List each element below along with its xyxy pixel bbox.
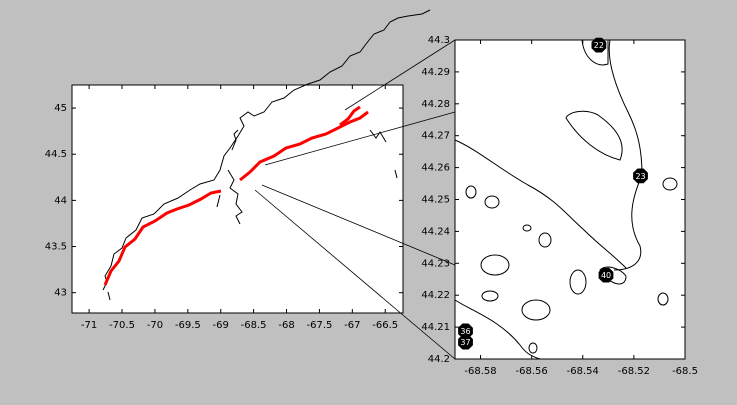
x-tick-label: -70.5 — [109, 320, 135, 331]
contour — [454, 139, 627, 269]
x-tick-label: -67 — [344, 320, 360, 331]
y-tick-label: 44.23 — [421, 258, 450, 269]
y-tick-label: 44 — [54, 195, 67, 206]
marker-label: 22 — [594, 41, 604, 50]
y-tick-label: 44.27 — [421, 131, 450, 142]
y-tick-label: 43 — [54, 288, 67, 299]
island — [481, 290, 499, 302]
island — [528, 342, 538, 354]
marker — [598, 267, 614, 283]
x-tick-label: -69 — [213, 320, 229, 331]
y-tick-label: 44.28 — [421, 99, 450, 110]
x-tick-label: -71 — [81, 320, 97, 331]
marker — [458, 334, 473, 350]
y-tick-label: 44.24 — [421, 226, 450, 237]
y-tick-label: 44.2 — [428, 354, 450, 365]
y-tick-label: 45 — [54, 103, 67, 114]
red-region — [339, 105, 361, 127]
red-region — [103, 189, 222, 286]
x-tick-label: -68.58 — [464, 366, 496, 377]
marker-label: 37 — [460, 338, 470, 347]
x-tick-label: -68.54 — [567, 366, 599, 377]
marker — [458, 323, 473, 339]
left-coastline — [102, 9, 431, 301]
y-tick-label: 44.26 — [421, 163, 450, 174]
island — [465, 185, 477, 199]
marker-label: 36 — [460, 327, 470, 336]
x-tick-label: -68.56 — [516, 366, 548, 377]
marker-label: 40 — [601, 271, 611, 280]
island — [662, 177, 678, 191]
y-tick-label: 44.21 — [421, 322, 450, 333]
island — [569, 269, 587, 295]
island — [521, 299, 551, 321]
marker — [633, 168, 648, 184]
marker-label: 23 — [635, 172, 645, 181]
island — [538, 232, 552, 248]
zoom-line — [261, 184, 456, 266]
x-tick-label: -67.5 — [306, 320, 332, 331]
island — [522, 224, 532, 232]
coastline — [231, 129, 239, 151]
red-region — [239, 110, 369, 182]
y-tick-label: 44.29 — [421, 67, 450, 78]
zoom-line — [264, 111, 456, 166]
island — [480, 254, 510, 276]
marker — [591, 37, 607, 53]
island — [484, 195, 500, 209]
coastline — [369, 129, 387, 143]
coastline — [102, 9, 431, 291]
x-tick-label: -68.5 — [672, 366, 698, 377]
x-tick-label: -69.5 — [175, 320, 201, 331]
x-tick-label: -68.5 — [241, 320, 267, 331]
y-tick-label: 44.5 — [45, 149, 67, 160]
contour — [565, 110, 623, 161]
zoom-lines — [254, 39, 456, 360]
right-axes — [454, 39, 686, 360]
x-tick-label: -70 — [147, 320, 163, 331]
coastline — [227, 169, 243, 225]
x-tick-label: -68.52 — [618, 366, 650, 377]
zoom-line — [254, 189, 456, 360]
y-tick-label: 43.5 — [45, 242, 67, 253]
contour — [581, 39, 609, 66]
island — [657, 292, 669, 306]
coastline — [107, 169, 398, 301]
y-tick-label: 44.25 — [421, 195, 450, 206]
y-tick-label: 44.3 — [428, 35, 450, 46]
y-tick-label: 44.22 — [421, 290, 450, 301]
x-tick-label: -66.5 — [372, 320, 398, 331]
zoom-line — [344, 39, 456, 111]
x-tick-label: -68 — [278, 320, 294, 331]
